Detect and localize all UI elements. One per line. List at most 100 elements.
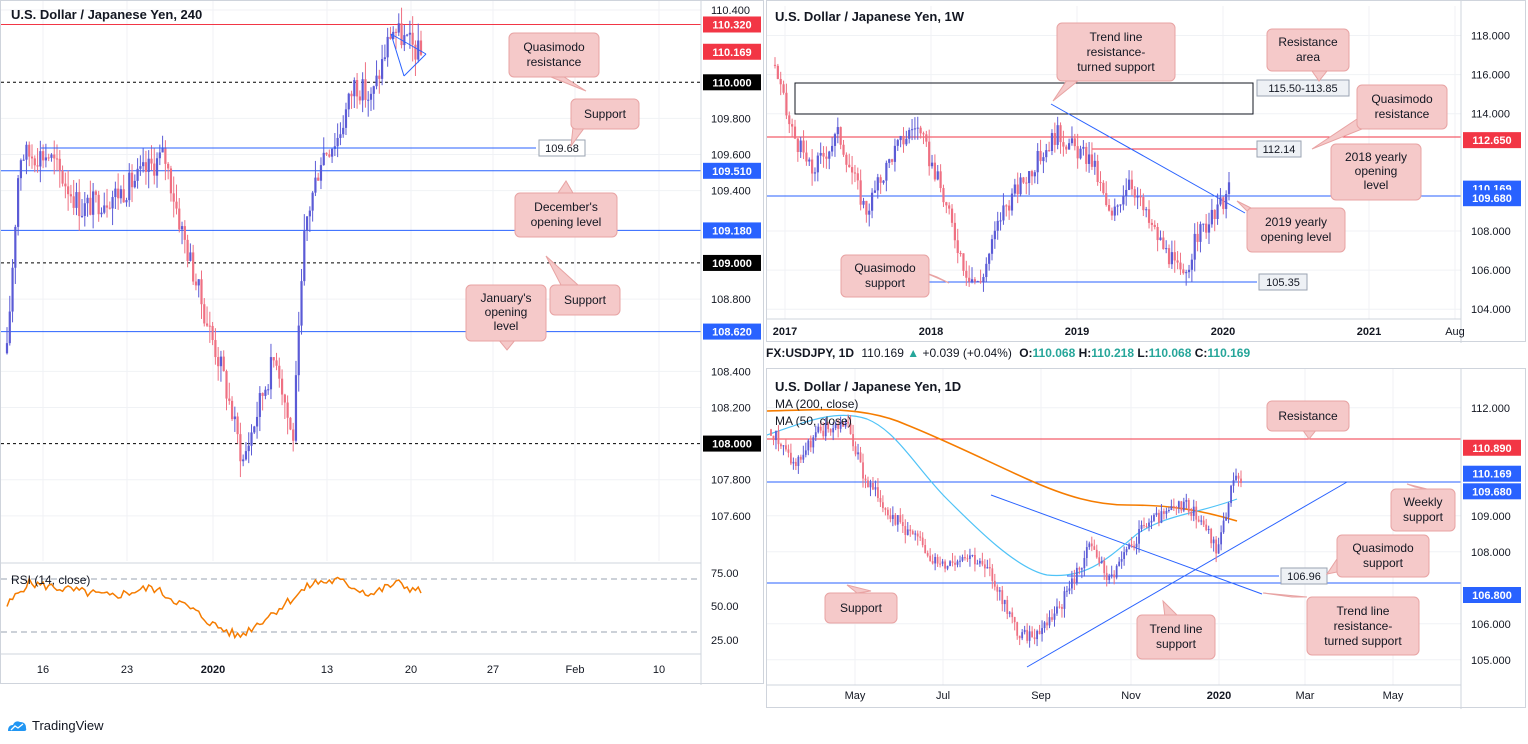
quote-close-label: C: bbox=[1194, 346, 1208, 360]
d-candle-184 bbox=[1227, 503, 1230, 518]
h4-label-resistance: resistance bbox=[527, 55, 582, 69]
h4-candle-80 bbox=[228, 398, 231, 401]
d-candle-4 bbox=[780, 444, 782, 447]
w-candle-66 bbox=[962, 253, 965, 271]
weekly-time-axis[interactable]: 2017 2018 2019 2020 2021 Aug bbox=[773, 326, 1465, 338]
weekly-price-axis[interactable]: 118.000 116.000 114.000 108.000 106.000 104.0… bbox=[1463, 31, 1521, 317]
w-candle-119 bbox=[1113, 206, 1116, 216]
w-candle-0 bbox=[773, 64, 777, 66]
weekly-label-2019-level: opening level bbox=[1261, 230, 1332, 244]
h4-callout-december-opening: December's opening level bbox=[514, 180, 618, 238]
h4-candle-109 bbox=[308, 210, 311, 217]
w-candle-145 bbox=[1187, 269, 1191, 273]
h4-price-tag-bg-5 bbox=[703, 254, 761, 271]
d-y-tick-4: 105.000 bbox=[1471, 655, 1511, 667]
d-candle-89 bbox=[991, 568, 994, 581]
w-candle-84 bbox=[1013, 184, 1016, 194]
h4-chart-svg[interactable]: 109.68 Quasimodo resistance Support Dece… bbox=[1, 0, 765, 685]
daily-chart-panel[interactable]: 106.96 Resistance Weekly support Quasimo… bbox=[766, 368, 1527, 709]
d-candle-16 bbox=[809, 440, 812, 448]
h4-price-tag-bg-3 bbox=[703, 162, 761, 179]
d-candle-134 bbox=[1103, 560, 1106, 574]
h4-candle-141 bbox=[397, 23, 400, 33]
daily-level-10696-value: 106.96 bbox=[1287, 571, 1321, 583]
d-candle-26 bbox=[834, 424, 837, 429]
h4-rsi-title: RSI (14, close) bbox=[11, 573, 90, 587]
w-candle-16 bbox=[819, 152, 822, 156]
h4-candle-1 bbox=[8, 311, 11, 344]
d-candle-115 bbox=[1056, 606, 1058, 614]
d-candle-167 bbox=[1185, 500, 1188, 502]
w-candle-129 bbox=[1142, 197, 1145, 211]
h4-candle-13 bbox=[42, 151, 45, 161]
h4-price-axis[interactable]: 110.400 109.800 109.600 109.400 108.800 108.4… bbox=[703, 5, 761, 523]
w-candle-74 bbox=[985, 263, 988, 278]
h4-candle-6 bbox=[22, 159, 25, 161]
w-candle-146 bbox=[1190, 259, 1193, 270]
w-candle-48 bbox=[910, 129, 914, 131]
d-x-tick-4: 2020 bbox=[1207, 690, 1231, 702]
h4-candle-37 bbox=[108, 207, 111, 209]
d-candle-81 bbox=[971, 555, 974, 557]
d-candle-139 bbox=[1115, 565, 1118, 578]
h4-candle-144 bbox=[406, 34, 409, 36]
w-candle-149 bbox=[1199, 224, 1202, 242]
d-price-tag-3: 106.800 bbox=[1472, 590, 1512, 602]
w-candle-100 bbox=[1059, 125, 1062, 143]
w-candle-9 bbox=[799, 140, 802, 152]
tradingview-logo[interactable]: TradingView bbox=[6, 718, 104, 733]
h4-chart-panel[interactable]: 109.68 Quasimodo resistance Support Dece… bbox=[0, 0, 765, 685]
h4-time-axis[interactable]: 16 23 2020 13 20 27 Feb 10 bbox=[37, 664, 665, 676]
daily-price-axis[interactable]: 112.000 109.000 108.000 106.000 105.000 110.8… bbox=[1463, 403, 1521, 667]
w-candle-123 bbox=[1125, 189, 1128, 196]
w-candle-24 bbox=[842, 144, 845, 155]
w-x-tick-1: 2018 bbox=[919, 326, 943, 338]
daily-legend-ma200: MA (200, close) bbox=[775, 397, 858, 411]
d-price-tag-bg-1 bbox=[1463, 465, 1521, 482]
h4-rsi-tick-50: 50.00 bbox=[711, 601, 739, 613]
h4-candle-115 bbox=[325, 152, 328, 155]
d-candle-124 bbox=[1078, 567, 1081, 570]
h4-rsi-tick-25: 25.00 bbox=[711, 635, 739, 647]
weekly-resistance-area-box bbox=[1256, 79, 1350, 97]
d-candle-29 bbox=[842, 422, 845, 427]
w-candle-26 bbox=[848, 164, 851, 168]
d-candle-78 bbox=[964, 556, 966, 559]
d-candle-31 bbox=[847, 422, 849, 424]
d-candle-93 bbox=[1001, 590, 1004, 605]
h4-price-tag-4: 109.180 bbox=[712, 225, 752, 237]
daily-callout-weekly-support: Weekly support bbox=[1390, 483, 1456, 532]
d-candle-109 bbox=[1041, 628, 1043, 635]
d-candle-112 bbox=[1048, 617, 1051, 626]
d-candle-14 bbox=[804, 450, 807, 455]
w-candle-99 bbox=[1056, 125, 1059, 145]
daily-label-weekly-support: support bbox=[1403, 510, 1444, 524]
d-candle-132 bbox=[1098, 557, 1101, 563]
daily-time-axis[interactable]: May Jul Sep Nov 2020 Mar May bbox=[845, 690, 1404, 702]
quote-high: 110.218 bbox=[1091, 346, 1134, 360]
d-candle-113 bbox=[1051, 617, 1053, 620]
weekly-level-11214-value: 112.14 bbox=[1263, 144, 1296, 156]
weekly-callout-quasimodo-support: Quasimodo support bbox=[840, 254, 950, 298]
w-candle-64 bbox=[956, 240, 959, 254]
w-candle-68 bbox=[968, 277, 971, 282]
d-candle-38 bbox=[864, 478, 867, 481]
d-candle-142 bbox=[1123, 552, 1126, 560]
d-candle-48 bbox=[889, 515, 892, 519]
h4-candle-38 bbox=[111, 197, 114, 209]
daily-chart-svg[interactable]: 106.96 Resistance Weekly support Quasimo… bbox=[766, 369, 1527, 709]
h4-candle-75 bbox=[214, 340, 217, 358]
w-candle-118 bbox=[1110, 210, 1114, 216]
d-candle-137 bbox=[1110, 574, 1113, 576]
h4-candle-106 bbox=[300, 281, 303, 326]
weekly-chart-panel[interactable]: 115.50-113.85 112.14 105.35 Trend line r… bbox=[766, 0, 1527, 343]
d-candle-154 bbox=[1153, 514, 1155, 521]
daily-ma50-line bbox=[766, 414, 1238, 577]
h4-candle-32 bbox=[94, 191, 98, 195]
h4-candle-90 bbox=[255, 416, 259, 427]
h4-candle-86 bbox=[244, 451, 248, 460]
d-candle-59 bbox=[916, 533, 919, 537]
d-candle-157 bbox=[1160, 511, 1163, 523]
weekly-chart-svg[interactable]: 115.50-113.85 112.14 105.35 Trend line r… bbox=[767, 1, 1527, 343]
h4-x-tick-0: 16 bbox=[37, 664, 49, 676]
